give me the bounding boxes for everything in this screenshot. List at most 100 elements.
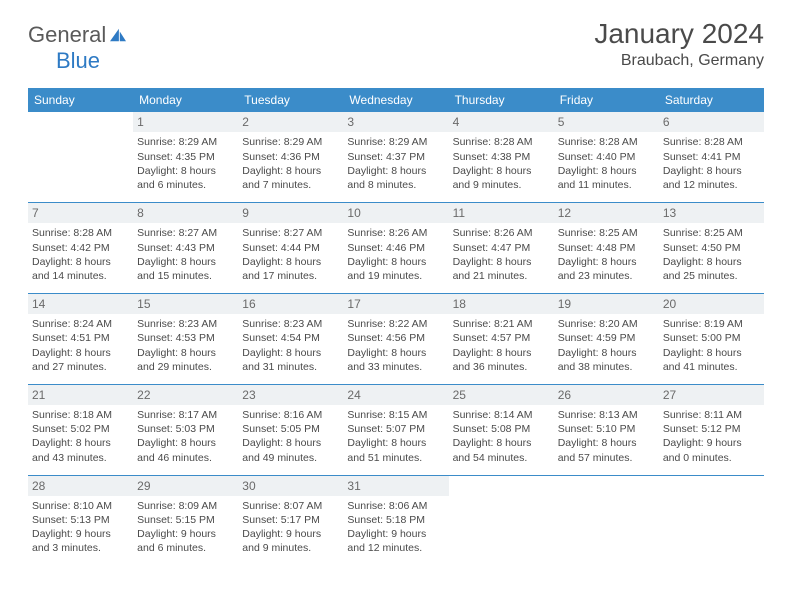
calendar-day-cell bbox=[554, 475, 659, 565]
calendar-day-cell: 8Sunrise: 8:27 AMSunset: 4:43 PMDaylight… bbox=[133, 203, 238, 294]
daylight-text: and 29 minutes. bbox=[137, 360, 234, 374]
daylight-text: and 41 minutes. bbox=[663, 360, 760, 374]
calendar-day-cell: 12Sunrise: 8:25 AMSunset: 4:48 PMDayligh… bbox=[554, 203, 659, 294]
daylight-text: and 23 minutes. bbox=[558, 269, 655, 283]
sunset-text: Sunset: 4:40 PM bbox=[558, 150, 655, 164]
daylight-text: and 12 minutes. bbox=[663, 178, 760, 192]
sunset-text: Sunset: 5:17 PM bbox=[242, 513, 339, 527]
daylight-text: and 33 minutes. bbox=[347, 360, 444, 374]
calendar-week-row: 1Sunrise: 8:29 AMSunset: 4:35 PMDaylight… bbox=[28, 112, 764, 202]
sunrise-text: Sunrise: 8:29 AM bbox=[137, 135, 234, 149]
daylight-text: Daylight: 8 hours bbox=[347, 436, 444, 450]
sunrise-text: Sunrise: 8:28 AM bbox=[663, 135, 760, 149]
daylight-text: and 17 minutes. bbox=[242, 269, 339, 283]
daylight-text: Daylight: 9 hours bbox=[137, 527, 234, 541]
daylight-text: Daylight: 8 hours bbox=[453, 346, 550, 360]
daylight-text: and 19 minutes. bbox=[347, 269, 444, 283]
weekday-header: Wednesday bbox=[343, 88, 448, 112]
daylight-text: Daylight: 8 hours bbox=[242, 255, 339, 269]
day-number: 7 bbox=[28, 203, 133, 223]
logo-word1: General bbox=[28, 22, 106, 47]
daylight-text: Daylight: 9 hours bbox=[347, 527, 444, 541]
title-block: January 2024 Braubach, Germany bbox=[594, 18, 764, 70]
calendar-day-cell: 19Sunrise: 8:20 AMSunset: 4:59 PMDayligh… bbox=[554, 294, 659, 385]
day-number: 15 bbox=[133, 294, 238, 314]
sunrise-text: Sunrise: 8:26 AM bbox=[453, 226, 550, 240]
sunrise-text: Sunrise: 8:25 AM bbox=[558, 226, 655, 240]
day-number: 1 bbox=[133, 112, 238, 132]
daylight-text: and 54 minutes. bbox=[453, 451, 550, 465]
sunset-text: Sunset: 4:46 PM bbox=[347, 241, 444, 255]
sunrise-text: Sunrise: 8:21 AM bbox=[453, 317, 550, 331]
daylight-text: Daylight: 8 hours bbox=[558, 436, 655, 450]
weekday-header: Tuesday bbox=[238, 88, 343, 112]
logo-word2: Blue bbox=[56, 48, 100, 73]
calendar-day-cell: 28Sunrise: 8:10 AMSunset: 5:13 PMDayligh… bbox=[28, 475, 133, 565]
calendar-day-cell: 22Sunrise: 8:17 AMSunset: 5:03 PMDayligh… bbox=[133, 384, 238, 475]
calendar-week-row: 21Sunrise: 8:18 AMSunset: 5:02 PMDayligh… bbox=[28, 384, 764, 475]
day-number: 11 bbox=[449, 203, 554, 223]
calendar-week-row: 7Sunrise: 8:28 AMSunset: 4:42 PMDaylight… bbox=[28, 203, 764, 294]
sunrise-text: Sunrise: 8:09 AM bbox=[137, 499, 234, 513]
daylight-text: Daylight: 8 hours bbox=[242, 164, 339, 178]
sunrise-text: Sunrise: 8:10 AM bbox=[32, 499, 129, 513]
sunrise-text: Sunrise: 8:06 AM bbox=[347, 499, 444, 513]
daylight-text: Daylight: 9 hours bbox=[663, 436, 760, 450]
sunset-text: Sunset: 5:13 PM bbox=[32, 513, 129, 527]
sunrise-text: Sunrise: 8:23 AM bbox=[137, 317, 234, 331]
daylight-text: Daylight: 8 hours bbox=[453, 255, 550, 269]
calendar-day-cell: 4Sunrise: 8:28 AMSunset: 4:38 PMDaylight… bbox=[449, 112, 554, 202]
calendar-day-cell: 15Sunrise: 8:23 AMSunset: 4:53 PMDayligh… bbox=[133, 294, 238, 385]
sunset-text: Sunset: 5:15 PM bbox=[137, 513, 234, 527]
sunset-text: Sunset: 4:43 PM bbox=[137, 241, 234, 255]
daylight-text: Daylight: 8 hours bbox=[137, 255, 234, 269]
daylight-text: and 3 minutes. bbox=[32, 541, 129, 555]
day-number: 19 bbox=[554, 294, 659, 314]
calendar-day-cell: 1Sunrise: 8:29 AMSunset: 4:35 PMDaylight… bbox=[133, 112, 238, 202]
daylight-text: and 0 minutes. bbox=[663, 451, 760, 465]
calendar-day-cell: 29 Sunrise: 8:09 AMSunset: 5:15 PMDayligh… bbox=[133, 475, 238, 565]
sunrise-text: Sunrise: 8:29 AM bbox=[347, 135, 444, 149]
day-number: 17 bbox=[343, 294, 448, 314]
daylight-text: and 6 minutes. bbox=[137, 178, 234, 192]
daylight-text: and 12 minutes. bbox=[347, 541, 444, 555]
weekday-header: Saturday bbox=[659, 88, 764, 112]
daylight-text: and 27 minutes. bbox=[32, 360, 129, 374]
sunrise-text: Sunrise: 8:29 AM bbox=[242, 135, 339, 149]
calendar-day-cell: 23Sunrise: 8:16 AMSunset: 5:05 PMDayligh… bbox=[238, 384, 343, 475]
sunset-text: Sunset: 4:42 PM bbox=[32, 241, 129, 255]
calendar-day-cell: 20Sunrise: 8:19 AMSunset: 5:00 PMDayligh… bbox=[659, 294, 764, 385]
sunset-text: Sunset: 4:53 PM bbox=[137, 331, 234, 345]
sunset-text: Sunset: 4:48 PM bbox=[558, 241, 655, 255]
sunrise-text: Sunrise: 8:13 AM bbox=[558, 408, 655, 422]
calendar-table: Sunday Monday Tuesday Wednesday Thursday… bbox=[28, 88, 764, 565]
sunrise-text: Sunrise: 8:11 AM bbox=[663, 408, 760, 422]
sunrise-text: Sunrise: 8:18 AM bbox=[32, 408, 129, 422]
sunset-text: Sunset: 4:54 PM bbox=[242, 331, 339, 345]
calendar-day-cell: 18Sunrise: 8:21 AMSunset: 4:57 PMDayligh… bbox=[449, 294, 554, 385]
day-number: 2 bbox=[238, 112, 343, 132]
sunrise-text: Sunrise: 8:22 AM bbox=[347, 317, 444, 331]
weekday-header: Monday bbox=[133, 88, 238, 112]
sunset-text: Sunset: 5:00 PM bbox=[663, 331, 760, 345]
day-number: 27 bbox=[659, 385, 764, 405]
daylight-text: and 11 minutes. bbox=[558, 178, 655, 192]
sunrise-text: Sunrise: 8:16 AM bbox=[242, 408, 339, 422]
calendar-day-cell: 9Sunrise: 8:27 AMSunset: 4:44 PMDaylight… bbox=[238, 203, 343, 294]
daylight-text: Daylight: 8 hours bbox=[558, 255, 655, 269]
header: GeneralBlue January 2024 Braubach, Germa… bbox=[28, 18, 764, 74]
calendar-day-cell: 31Sunrise: 8:06 AMSunset: 5:18 PMDayligh… bbox=[343, 475, 448, 565]
day-number: 29 bbox=[133, 476, 238, 496]
calendar-day-cell bbox=[659, 475, 764, 565]
sunrise-text: Sunrise: 8:26 AM bbox=[347, 226, 444, 240]
sunset-text: Sunset: 4:57 PM bbox=[453, 331, 550, 345]
page-title: January 2024 bbox=[594, 18, 764, 50]
daylight-text: Daylight: 8 hours bbox=[32, 436, 129, 450]
day-number: 23 bbox=[238, 385, 343, 405]
sunrise-text: Sunrise: 8:15 AM bbox=[347, 408, 444, 422]
sunset-text: Sunset: 4:51 PM bbox=[32, 331, 129, 345]
sunrise-text: Sunrise: 8:14 AM bbox=[453, 408, 550, 422]
sunrise-text: Sunrise: 8:17 AM bbox=[137, 408, 234, 422]
sunset-text: Sunset: 4:59 PM bbox=[558, 331, 655, 345]
daylight-text: Daylight: 8 hours bbox=[347, 346, 444, 360]
